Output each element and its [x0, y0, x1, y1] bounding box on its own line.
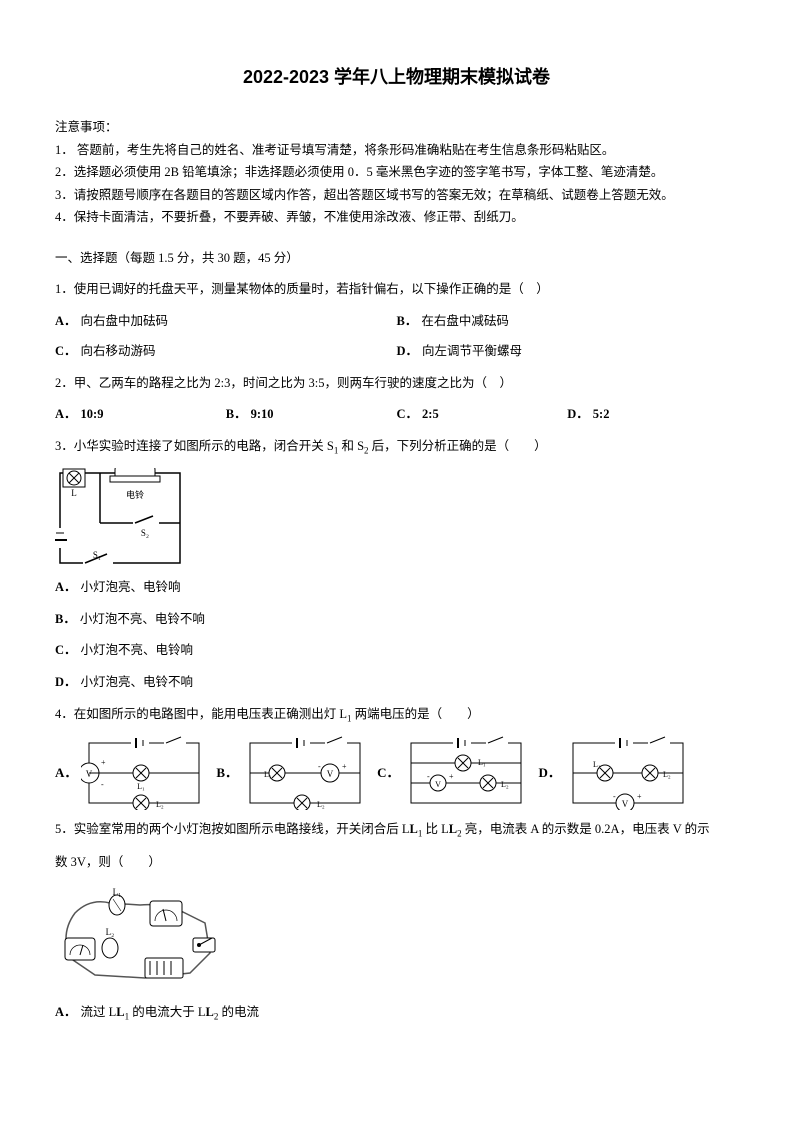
- instruction-item: 4．保持卡面清洁，不要折叠，不要弄破、弄皱，不准使用涂改液、修正带、刮纸刀。: [55, 206, 738, 229]
- question-1-options-row1: A． 向右盘中加砝码 B．在右盘中减砝码: [55, 310, 738, 334]
- svg-text:L₁: L₁: [264, 770, 272, 779]
- svg-text:L₁: L₁: [113, 887, 122, 897]
- question-3-figure: L 电铃 S₂ S₁: [55, 468, 738, 568]
- section-heading: 一、选择题（每题 1.5 分，共 30 题，45 分）: [55, 247, 738, 271]
- option-label: A．: [55, 407, 77, 421]
- svg-text:-: -: [101, 780, 104, 789]
- svg-text:-: -: [427, 772, 430, 781]
- svg-text:L₂: L₂: [501, 780, 509, 789]
- question-3-option-c: C．小灯泡不亮、电铃响: [55, 639, 738, 663]
- instructions-label: 注意事项：: [55, 116, 738, 139]
- question-3-option-b: B．小灯泡不亮、电铃不响: [55, 608, 738, 632]
- svg-text:+: +: [637, 792, 642, 801]
- svg-text:L₂: L₂: [317, 800, 325, 809]
- page-title: 2022-2023 学年八上物理期末模拟试卷: [55, 60, 738, 94]
- option-label: B．: [226, 407, 247, 421]
- question-4-figures: A． V + - L₁ L₂ B．: [55, 735, 738, 810]
- svg-text:L: L: [71, 488, 77, 498]
- question-5-option-a: A．流过 LL1 的电流大于 LL2 的电流: [55, 1001, 738, 1026]
- option-text: 向右移动游码: [81, 344, 156, 358]
- circuit-c-icon: L₁ V - + L₂: [403, 735, 528, 810]
- question-4-text: 4．在如图所示的电路图中，能用电压表正确测出灯 L1 两端电压的是（ ）: [55, 703, 738, 728]
- circuit-a-icon: V + - L₁ L₂: [81, 735, 206, 810]
- option-text: 9:10: [251, 407, 274, 421]
- svg-text:L₁: L₁: [593, 760, 601, 769]
- option-label: D．: [567, 407, 589, 421]
- instructions-block: 注意事项： 1． 答题前，考生先将自己的姓名、准考证号填写清楚，将条形码准确粘贴…: [55, 116, 738, 229]
- option-label: B．: [397, 314, 418, 328]
- option-text: 2:5: [422, 407, 439, 421]
- circuit-b-icon: L₁ V - + L₂: [242, 735, 367, 810]
- option-label: C．: [377, 761, 399, 786]
- svg-text:V: V: [622, 799, 629, 809]
- option-text: 向左调节平衡螺母: [422, 344, 522, 358]
- question-1-options-row2: C． 向右移动游码 D．向左调节平衡螺母: [55, 340, 738, 364]
- question-3-text: 3．小华实验时连接了如图所示的电路，闭合开关 S1 和 S2 后，下列分析正确的…: [55, 435, 738, 460]
- question-5-text: 5．实验室常用的两个小灯泡按如图所示电路接线，开关闭合后 LL1 比 LL2 亮…: [55, 818, 738, 843]
- option-label: C．: [55, 344, 77, 358]
- option-text: 10:9: [81, 407, 104, 421]
- question-5-figure: L₁ L₂: [55, 883, 738, 993]
- svg-text:+: +: [449, 772, 454, 781]
- option-label: A．: [55, 314, 77, 328]
- instruction-item: 1． 答题前，考生先将自己的姓名、准考证号填写清楚，将条形码准确粘贴在考生信息条…: [55, 139, 738, 162]
- svg-text:S₂: S₂: [141, 528, 149, 538]
- svg-text:V: V: [327, 769, 334, 779]
- instruction-item: 2．选择题必须使用 2B 铅笔填涂；非选择题必须使用 0．5 毫米黑色字迹的签字…: [55, 161, 738, 184]
- svg-text:+: +: [101, 758, 106, 767]
- svg-text:L₂: L₂: [106, 927, 115, 937]
- question-2-text: 2．甲、乙两车的路程之比为 2:3，时间之比为 3:5，则两车行驶的速度之比为（…: [55, 372, 738, 396]
- svg-text:L₂: L₂: [663, 770, 671, 779]
- question-3-option-a: A．小灯泡亮、电铃响: [55, 576, 738, 600]
- option-text: 在右盘中减砝码: [421, 314, 509, 328]
- option-label: D．: [397, 344, 419, 358]
- svg-text:L₂: L₂: [156, 800, 164, 809]
- question-5-text-line2: 数 3V，则（ ）: [55, 851, 738, 875]
- svg-text:V: V: [436, 780, 442, 789]
- option-text: 向右盘中加砝码: [81, 314, 169, 328]
- option-label: B．: [216, 761, 238, 786]
- svg-text:S₁: S₁: [93, 550, 101, 560]
- instruction-item: 3．请按照题号顺序在各题目的答题区域内作答，超出答题区域书写的答案无效；在草稿纸…: [55, 184, 738, 207]
- question-3-option-d: D．小灯泡亮、电铃不响: [55, 671, 738, 695]
- circuit-d-icon: L₁ L₂ V - +: [565, 735, 690, 810]
- svg-text:-: -: [318, 762, 321, 771]
- option-label: C．: [397, 407, 419, 421]
- svg-text:-: -: [613, 792, 616, 801]
- option-label: A．: [55, 761, 77, 786]
- question-1-text: 1．使用已调好的托盘天平，测量某物体的质量时，若指针偏右，以下操作正确的是（ ）: [55, 278, 738, 302]
- option-label: D．: [538, 761, 560, 786]
- svg-text:L₁: L₁: [138, 782, 146, 791]
- svg-text:电铃: 电铃: [126, 489, 144, 500]
- option-text: 5:2: [593, 407, 610, 421]
- svg-text:+: +: [342, 762, 347, 771]
- question-2-options: A． 10:9 B． 9:10 C．2:5 D． 5:2: [55, 403, 738, 427]
- svg-text:V: V: [86, 769, 93, 779]
- svg-text:L₁: L₁: [478, 758, 486, 767]
